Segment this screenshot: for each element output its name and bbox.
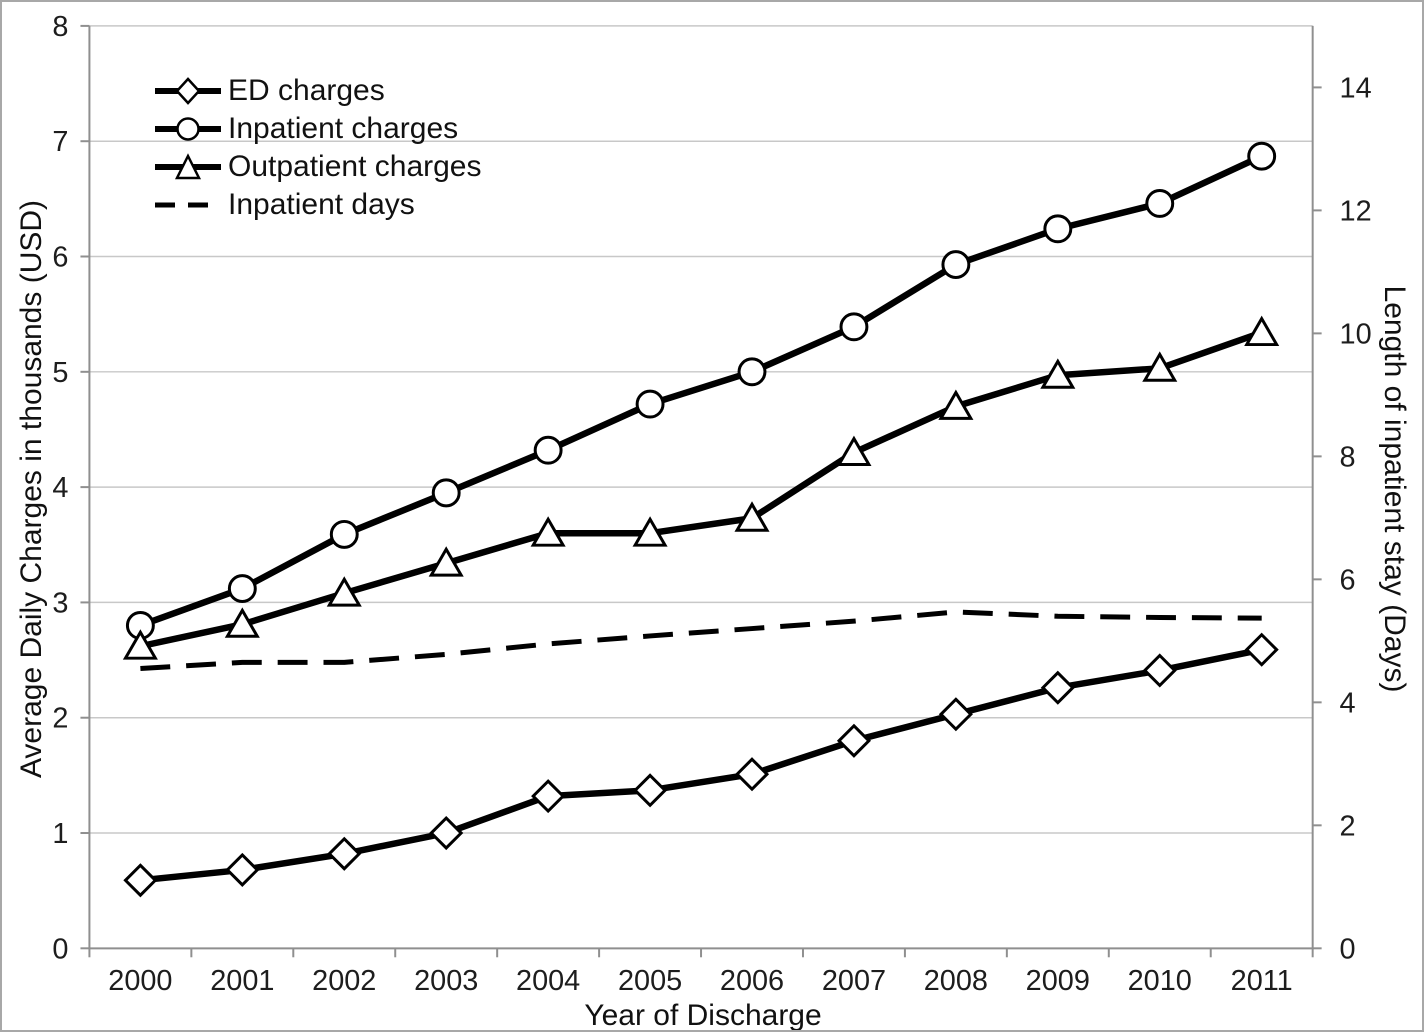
marker-inpatient-charges — [635, 389, 665, 419]
right-axis-tick-label: 10 — [1340, 318, 1372, 350]
x-axis-title: Year of Discharge — [584, 999, 822, 1032]
right-axis-tick-label: 6 — [1340, 564, 1356, 596]
x-axis-tick-label: 2011 — [1231, 965, 1293, 997]
marker-ed-charges — [734, 757, 770, 792]
marker-outpatient-charges — [326, 576, 362, 607]
legend-label-inpatient-days: Inpatient days — [228, 188, 415, 221]
legend-label-ed-charges: ED charges — [228, 74, 385, 107]
x-axis-tick-label: 2002 — [312, 965, 376, 997]
left-axis-tick-label: 2 — [52, 703, 68, 735]
series-line-inpatient-charges — [139, 153, 1264, 629]
marker-outpatient-charges — [836, 435, 872, 466]
marker-outpatient-charges — [1142, 351, 1178, 382]
marker-inpatient-charges — [431, 478, 461, 508]
marker-outpatient-charges — [428, 546, 464, 577]
right-axis-tick-label: 0 — [1340, 933, 1356, 965]
marker-ed-charges — [123, 863, 158, 898]
marker-ed-charges — [1040, 670, 1075, 705]
left-axis-tick-label: 4 — [52, 472, 68, 504]
legend-item-inpatient-days: Inpatient days — [155, 186, 482, 224]
x-axis-tick-label: 2006 — [720, 965, 784, 997]
outpatient-charges-swatch — [155, 153, 221, 180]
x-axis-tick-label: 2001 — [210, 965, 274, 997]
legend-item-inpatient-charges: Inpatient charges — [155, 110, 482, 148]
marker-inpatient-charges — [1247, 141, 1277, 171]
marker-ed-charges — [531, 779, 566, 814]
inpatient-days-swatch — [155, 202, 221, 208]
left-axis-tick-label: 1 — [52, 818, 68, 850]
marker-inpatient-charges — [737, 357, 767, 387]
marker-ed-charges — [836, 723, 872, 758]
x-axis-tick-label: 2000 — [108, 965, 172, 997]
marker-outpatient-charges — [1244, 315, 1280, 347]
marker-outpatient-charges — [1040, 358, 1076, 389]
marker-inpatient-charges — [1043, 214, 1073, 244]
ed-charges-swatch — [155, 77, 221, 105]
marker-outpatient-charges — [734, 501, 770, 532]
left-axis-tick-label: 5 — [52, 357, 68, 389]
marker-inpatient-charges — [941, 250, 971, 280]
legend-label-inpatient-days-swatch-text: Outpatient charges — [228, 150, 482, 183]
x-axis-tick-label: 2007 — [822, 965, 886, 997]
marker-outpatient-charges — [632, 516, 668, 547]
left-axis-tick-label: 7 — [52, 126, 68, 158]
marker-ed-charges — [633, 773, 668, 808]
x-axis-tick-label: 2009 — [1026, 965, 1090, 997]
marker-inpatient-charges — [227, 574, 257, 604]
inpatient-charges-swatch — [155, 117, 221, 141]
left-axis-title: Average Daily Charges in thousands (USD) — [15, 199, 48, 779]
right-axis-tick-label: 4 — [1340, 687, 1356, 719]
marker-outpatient-charges — [938, 389, 974, 420]
left-axis-tick-label: 0 — [52, 933, 68, 965]
right-axis-tick-label: 12 — [1340, 195, 1372, 227]
marker-ed-charges — [429, 815, 464, 851]
marker-ed-charges — [327, 836, 362, 871]
legend-item-ed-charges: ED charges — [155, 72, 482, 110]
x-axis-tick-label: 2004 — [516, 965, 580, 997]
marker-outpatient-charges — [530, 516, 566, 547]
marker-ed-charges — [225, 852, 260, 887]
marker-ed-charges — [1244, 632, 1279, 667]
marker-ed-charges — [1142, 653, 1177, 688]
x-axis-tick-label: 2003 — [414, 965, 478, 997]
marker-inpatient-charges — [1145, 189, 1175, 218]
legend-label-inpatient-charges: Inpatient charges — [228, 112, 459, 145]
right-axis-tick-label: 2 — [1340, 810, 1356, 842]
right-axis-title: Length of inpatient stay (Days) — [1378, 285, 1411, 693]
left-axis-tick-label: 8 — [52, 11, 68, 43]
left-axis-tick-label: 3 — [52, 587, 68, 619]
right-axis-tick-label: 8 — [1340, 441, 1356, 473]
right-axis-tick-label: 14 — [1340, 72, 1372, 104]
marker-ed-charges — [938, 697, 973, 732]
x-axis-tick-label: 2005 — [618, 965, 682, 997]
marker-inpatient-charges — [329, 519, 359, 549]
x-axis-tick-label: 2008 — [924, 965, 988, 997]
series-line-outpatient-charges — [139, 329, 1263, 650]
marker-inpatient-charges — [533, 435, 563, 465]
marker-outpatient-charges — [122, 629, 158, 660]
x-axis-tick-label: 2010 — [1128, 965, 1192, 997]
series-line-inpatient-days — [140, 609, 1262, 672]
legend-item-outpatient-charges: Outpatient charges — [155, 148, 482, 186]
legend: ED charges Inpatient charges Outpatient … — [155, 72, 482, 224]
marker-inpatient-charges — [839, 312, 869, 342]
left-axis-tick-label: 6 — [52, 241, 68, 273]
series-line-ed-charges — [140, 646, 1263, 884]
marker-outpatient-charges — [224, 607, 260, 638]
